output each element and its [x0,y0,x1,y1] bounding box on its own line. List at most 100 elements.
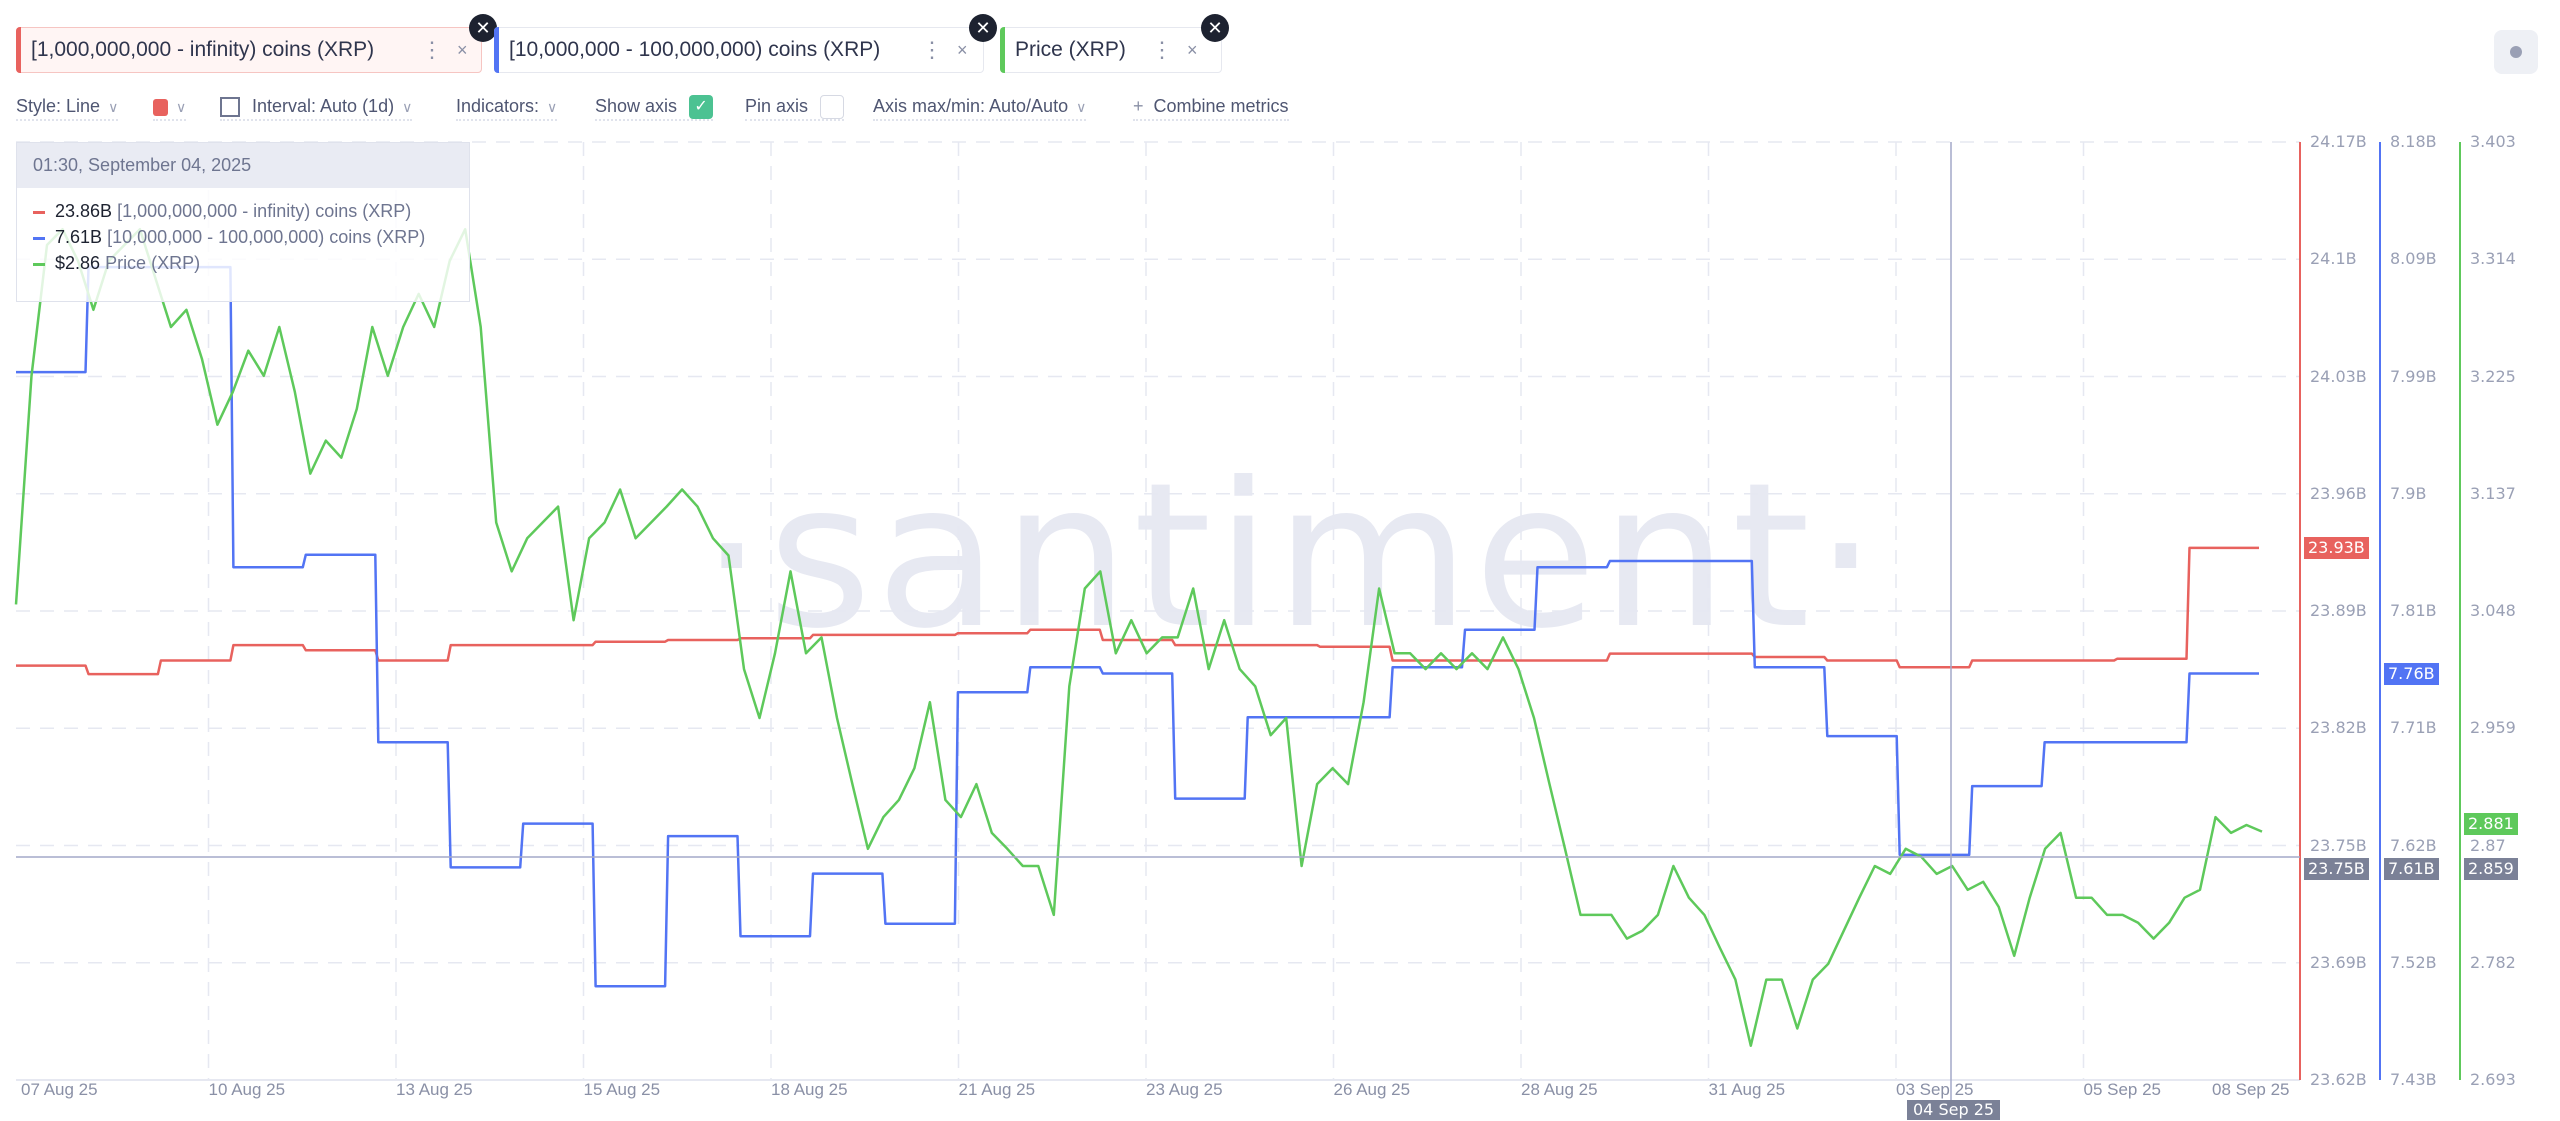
close-icon[interactable]: ✕ [969,14,997,42]
close-icon[interactable]: ✕ [1201,14,1229,42]
chevron-down-icon: ∨ [1076,99,1087,115]
y-axis-tick-label: 8.09B [2390,249,2437,269]
settings-button[interactable] [2494,30,2538,74]
y-axis-tick-label: 3.403 [2470,132,2516,151]
tooltip-row: $2.86 Price (XRP) [17,250,469,276]
y-axis-tick-label: 23.75B [2310,835,2367,855]
x-axis-tick-label: 23 Aug 25 [1146,1080,1223,1099]
metric-color-bar [494,27,499,73]
series-line [16,265,2259,988]
pin-axis-toggle[interactable]: Pin axis [745,93,845,121]
legend-swatch [33,262,45,266]
x-axis-tick-label: 13 Aug 25 [396,1080,473,1099]
metric-tab-label: Price (XRP) [1015,38,1126,61]
last-value-tag: 2.881 [2464,812,2518,835]
interval-dropdown[interactable]: Interval: Auto (1d) ∨ [220,93,413,121]
more-menu-icon[interactable]: ⋮ [421,37,443,62]
remove-icon[interactable]: × [457,40,468,60]
y-axis-tick-label: 7.71B [2390,718,2437,738]
y-axis-tick-label: 23.82B [2310,718,2367,738]
remove-icon[interactable]: × [957,40,968,60]
y-axis-tick-label: 2.959 [2470,718,2516,738]
last-value-tag: 23.93B [2304,536,2369,559]
y-axis-tick-label: 7.99B [2390,366,2437,386]
x-axis-tick-label: 07 Aug 25 [21,1080,98,1099]
x-axis-tick-label: 05 Sep 25 [2083,1080,2162,1099]
y-axis-tick-label: 3.048 [2470,601,2516,620]
close-icon[interactable]: ✕ [469,14,497,42]
pin-axis-label: Pin axis [745,96,809,116]
y-axis-tick-label: 7.43B [2390,1070,2437,1089]
y-axis-tick-label: 2.693 [2470,1070,2516,1089]
tooltip-metric-name: Price (XRP) [105,253,201,273]
chevron-down-icon: ∨ [402,99,413,115]
hover-tooltip: 01:30, September 04, 2025 23.86B [1,000,… [16,142,470,302]
x-axis-tick-label: 26 Aug 25 [1333,1080,1411,1099]
style-dropdown[interactable]: Style: Line ∨ [16,93,119,121]
indicators-dropdown[interactable]: Indicators: ∨ [456,93,558,121]
y-axis-tick-label: 3.137 [2470,483,2516,503]
more-menu-icon[interactable]: ⋮ [921,37,943,62]
crosshair-value-tag: 23.75B [2304,858,2369,880]
x-axis-tick-label: 18 Aug 25 [771,1080,848,1099]
metric-tab-price[interactable]: Price (XRP) ⋮ × ✕ [1000,14,1229,73]
series-line [16,546,2259,676]
y-axis-tick-label: 23.89B [2310,601,2367,620]
metric-tab-holders-10m[interactable]: [10,000,000 - 100,000,000) coins (XRP) ⋮… [494,14,997,73]
y-axis-tick-label: 7.52B [2390,952,2437,972]
y-axis-tick-label: 23.69B [2310,952,2367,972]
axis-maxmin-dropdown[interactable]: Axis max/min: Auto/Auto ∨ [873,93,1087,121]
x-axis-tick-label: 21 Aug 25 [958,1080,1036,1099]
y-axis-tick-label: 24.17B [2310,132,2367,151]
checkbox-unchecked[interactable] [820,95,845,120]
remove-icon[interactable]: × [1187,40,1198,60]
more-menu-icon[interactable]: ⋮ [1151,37,1173,62]
checkbox-checked[interactable]: ✓ [689,95,714,120]
chevron-down-icon: ∨ [176,99,187,115]
color-picker[interactable]: ∨ [153,93,187,121]
y-axis-tick-label: 3.225 [2470,366,2516,386]
x-axis-tick-label: 08 Sep 25 [2212,1080,2290,1099]
chevron-down-icon: ∨ [547,99,558,115]
y-axis-tick-label: 3.314 [2470,249,2516,269]
x-axis-tick-label: 03 Sep 25 [1896,1080,1974,1099]
plus-icon: + [1133,96,1144,116]
metric-color-bar [16,27,21,73]
last-value-tag: 7.76B [2384,662,2439,685]
y-axis-tick-label: 7.62B [2390,835,2437,855]
metric-tab-label: [10,000,000 - 100,000,000) coins (XRP) [509,38,881,61]
y-axis-tick-label: 8.18B [2390,132,2437,151]
color-swatch [153,98,168,116]
show-axis-label: Show axis [595,96,678,116]
y-axis-tick-label: 7.9B [2390,483,2427,503]
show-axis-toggle[interactable]: Show axis ✓ [595,93,714,121]
y-axis-tick-label: 2.87 [2470,835,2506,855]
tooltip-datetime: 01:30, September 04, 2025 [17,143,469,188]
legend-swatch [33,236,45,240]
crosshair-value-tag: 2.859 [2464,858,2518,880]
y-axis-tick-label: 24.1B [2310,249,2357,269]
combine-metrics-label: Combine metrics [1153,96,1289,116]
combine-metrics-button[interactable]: + Combine metrics [1133,93,1289,121]
crosshair-value-tag: 7.61B [2384,858,2439,880]
style-label: Style: Line [16,96,101,116]
y-axis-tick-label: 2.782 [2470,952,2516,972]
indicators-label: Indicators: [456,96,540,116]
x-axis-tick-label: 15 Aug 25 [583,1080,661,1099]
y-axis-tick-label: 24.03B [2310,366,2367,386]
metric-color-bar [1000,27,1005,73]
axis-maxmin-label: Axis max/min: Auto/Auto [873,96,1069,116]
crosshair-date-tag: 04 Sep 25 [1907,1100,2001,1120]
tooltip-row: 7.61B [10,000,000 - 100,000,000) coins (… [17,224,469,250]
y-axis-tick-label: 7.81B [2390,601,2437,620]
tooltip-metric-name: [1,000,000,000 - infinity) coins (XRP) [117,201,412,221]
x-axis-tick-label: 28 Aug 25 [1521,1080,1598,1099]
legend-swatch [33,210,45,214]
tooltip-metric-name: [10,000,000 - 100,000,000) coins (XRP) [107,227,426,247]
interval-label: Interval: Auto (1d) [252,96,395,116]
chevron-down-icon: ∨ [108,99,119,115]
tooltip-value: 7.61B [55,227,103,247]
metric-tab-whales-1b[interactable]: [1,000,000,000 - infinity) coins (XRP) ⋮… [16,14,497,73]
dot-icon [2510,46,2522,58]
